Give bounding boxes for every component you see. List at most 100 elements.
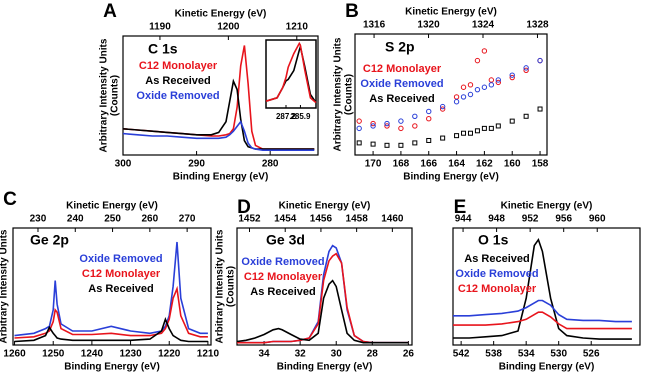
x2-axis-label: Kinetic Energy (eV) <box>501 201 593 212</box>
marker <box>356 118 362 124</box>
marker <box>509 74 515 81</box>
x2-tick-label: 240 <box>67 214 84 225</box>
x-axis-label: Binding Energy (eV) <box>173 172 269 183</box>
marker <box>439 106 446 112</box>
marker <box>488 82 495 88</box>
legend-entry: C12 Monolayer <box>82 268 161 280</box>
marker <box>454 133 460 139</box>
x-tick-label: 1230 <box>119 349 142 360</box>
marker <box>467 82 474 88</box>
x2-tick-label: 948 <box>488 214 505 225</box>
legend-entry: Oxide Removed <box>136 90 219 102</box>
x-tick-label: 1210 <box>197 349 220 360</box>
x-tick-label: 534 <box>518 349 535 360</box>
marker <box>461 130 467 136</box>
marker <box>440 135 446 141</box>
legend-entry: As Received <box>145 75 210 87</box>
marker <box>537 57 543 64</box>
marker <box>488 125 494 131</box>
line <box>237 252 409 344</box>
marker <box>481 125 487 131</box>
x2-tick-label: 1324 <box>472 20 495 31</box>
marker <box>398 118 404 124</box>
x-tick-label: 30 <box>331 349 343 360</box>
x2-tick-label: 1458 <box>346 214 369 225</box>
legend-entry: As Received <box>369 93 434 105</box>
line <box>453 299 632 323</box>
x-tick-label: 28 <box>367 349 379 360</box>
marker <box>467 130 473 136</box>
inset-tick-label: 285.9 <box>290 112 311 121</box>
panel-title: S 2p <box>385 39 415 55</box>
x2-tick-label: 1190 <box>149 22 171 33</box>
y-axis-label: (Counts) <box>110 75 121 116</box>
line <box>265 41 317 104</box>
y-axis-label: (Counts) <box>344 74 355 115</box>
marker <box>474 128 480 134</box>
x-tick-label: 168 <box>393 159 410 170</box>
x2-tick-label: 1320 <box>417 20 440 31</box>
line <box>14 285 208 339</box>
legend-entry: C12 Monolayer <box>139 60 218 72</box>
marker <box>460 84 467 90</box>
marker <box>474 86 481 93</box>
legend-entry: As Received <box>88 283 153 295</box>
line <box>14 316 208 343</box>
marker <box>509 118 515 124</box>
x-axis-label: Binding Energy (eV) <box>403 172 499 183</box>
panel-title: O 1s <box>478 232 509 248</box>
line <box>122 78 315 150</box>
marker <box>509 72 515 78</box>
marker <box>384 120 390 127</box>
x2-tick-label: 1200 <box>217 22 240 33</box>
x-axis-label: Binding Energy (eV) <box>277 362 373 373</box>
x-tick-label: 160 <box>504 159 521 170</box>
panel-letter: A <box>103 1 117 22</box>
marker <box>495 79 502 86</box>
marker <box>453 99 460 105</box>
marker <box>523 113 529 119</box>
marker <box>537 106 543 112</box>
x-tick-label: 1250 <box>42 349 65 360</box>
marker <box>460 94 467 100</box>
x2-tick-label: 270 <box>179 214 196 225</box>
x-tick-label: 166 <box>420 159 437 170</box>
x2-tick-label: 944 <box>455 214 472 225</box>
x2-tick-label: 1454 <box>274 214 297 225</box>
marker <box>523 65 529 71</box>
panel-title: Ge 3d <box>266 232 305 248</box>
marker <box>467 91 474 98</box>
x-axis-label: Binding Energy (eV) <box>499 362 595 373</box>
y-axis-label: Arbitrary Intensity Units <box>0 229 10 343</box>
plot-frame <box>12 227 212 346</box>
legend-entry: Oxide Removed <box>79 253 162 265</box>
marker <box>412 113 418 119</box>
panel-letter: D <box>237 197 251 218</box>
panel-letter: C <box>3 189 17 210</box>
x2-tick-label: 1328 <box>526 20 549 31</box>
marker <box>474 57 481 64</box>
x-tick-label: 542 <box>453 349 470 360</box>
x-tick-label: 26 <box>403 349 415 360</box>
x2-tick-label: 960 <box>589 214 606 225</box>
line <box>14 241 208 337</box>
marker <box>481 48 488 54</box>
x2-axis-label: Kinetic Energy (eV) <box>175 9 267 20</box>
panel-letter: E <box>454 197 467 218</box>
x-tick-label: 1220 <box>158 349 181 360</box>
x-tick-label: 162 <box>476 159 493 170</box>
line <box>236 279 409 344</box>
x2-tick-label: 1460 <box>381 214 404 225</box>
x2-tick-label: 1210 <box>286 22 309 33</box>
line <box>453 237 632 340</box>
x2-tick-label: 250 <box>104 214 121 225</box>
x2-tick-label: 230 <box>30 214 47 225</box>
x-tick-label: 170 <box>365 159 382 170</box>
x-tick-label: 1260 <box>3 349 26 360</box>
marker <box>412 140 418 146</box>
marker <box>412 123 418 129</box>
x2-tick-label: 260 <box>142 214 159 225</box>
plot-frame <box>236 227 413 346</box>
marker <box>370 120 376 127</box>
legend-entry: Oxide Removed <box>360 78 443 90</box>
